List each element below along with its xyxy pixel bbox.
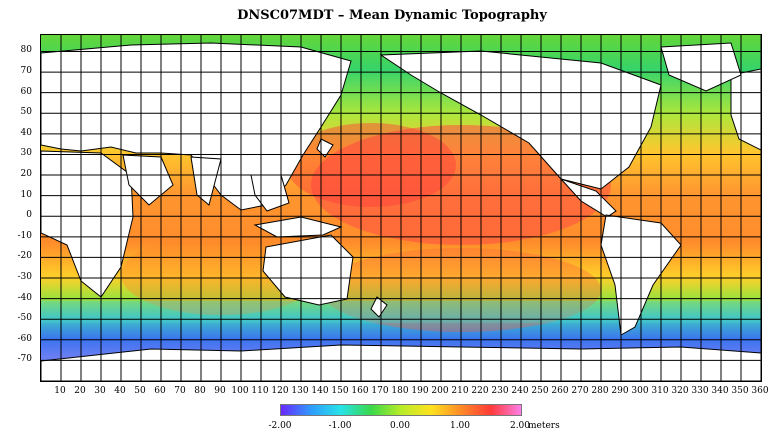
- longitude-tick-label: 30: [94, 386, 106, 396]
- map-panel[interactable]: [40, 34, 762, 382]
- colorbar-tick-label: 2.00: [509, 421, 531, 431]
- longitude-tick-label: 10: [54, 386, 66, 396]
- latitude-tick-label: -60: [17, 333, 33, 344]
- latitude-tick-label: -70: [17, 354, 33, 365]
- longitude-tick-label: 260: [551, 386, 569, 396]
- australia-landmass: [262, 234, 354, 306]
- latitude-tick-label: -10: [17, 230, 33, 241]
- longitude-tick-label: 350: [731, 386, 749, 396]
- longitude-tick-label: 150: [331, 386, 349, 396]
- longitude-tick-label: 140: [311, 386, 329, 396]
- longitude-tick-label: 70: [174, 386, 186, 396]
- longitude-tick-label: 20: [74, 386, 86, 396]
- mean-dynamic-topography-map: [41, 35, 761, 381]
- latitude-tick-label: 10: [20, 189, 32, 200]
- colorbar-tick-label: 0.00: [389, 421, 411, 431]
- central-america-landmass: [560, 178, 617, 218]
- latitude-tick-label: 80: [20, 45, 32, 56]
- lat-lon-grid: [41, 35, 761, 381]
- longitude-tick-label: 60: [154, 386, 166, 396]
- map-title: DNSC07MDT – Mean Dynamic Topography: [237, 8, 547, 23]
- latitude-tick-label: 70: [20, 66, 32, 77]
- colorbar-gradient: [280, 404, 522, 416]
- longitude-tick-label: 190: [411, 386, 429, 396]
- longitude-tick-label: 50: [134, 386, 146, 396]
- longitude-tick-label: 120: [271, 386, 289, 396]
- eurasia-landmass: [41, 42, 352, 211]
- longitude-tick-label: 210: [451, 386, 469, 396]
- latitude-tick-label: 30: [20, 148, 32, 159]
- latitude-tick-label: 0: [26, 210, 32, 221]
- longitude-tick-label: 310: [651, 386, 669, 396]
- latitude-tick-label: -40: [17, 292, 33, 303]
- longitude-tick-label: 340: [711, 386, 729, 396]
- longitude-tick-label: 300: [631, 386, 649, 396]
- latitude-tick-label: 60: [20, 86, 32, 97]
- longitude-tick-label: 290: [611, 386, 629, 396]
- longitude-tick-label: 160: [351, 386, 369, 396]
- longitude-tick-label: 130: [291, 386, 309, 396]
- longitude-tick-label: 320: [671, 386, 689, 396]
- colorbar-tick-label: -2.00: [268, 421, 292, 431]
- longitude-tick-label: 40: [114, 386, 126, 396]
- indonesia-islands: [253, 216, 343, 238]
- new-zealand-landmass: [370, 296, 388, 318]
- longitude-tick-label: 330: [691, 386, 709, 396]
- longitude-tick-label: 80: [194, 386, 206, 396]
- latitude-tick-label: -50: [17, 313, 33, 324]
- africa-landmass: [41, 150, 134, 298]
- longitude-tick-label: 220: [471, 386, 489, 396]
- longitude-tick-label: 280: [591, 386, 609, 396]
- colorbar-tick-label: -1.00: [328, 421, 352, 431]
- longitude-tick-label: 110: [251, 386, 269, 396]
- longitude-tick-label: 180: [391, 386, 409, 396]
- longitude-tick-label: 90: [214, 386, 226, 396]
- longitude-tick-label: 250: [531, 386, 549, 396]
- longitude-tick-label: 360: [751, 386, 769, 396]
- india-landmass: [190, 156, 222, 206]
- latitude-tick-label: 20: [20, 169, 32, 180]
- latitude-tick-label: 50: [20, 107, 32, 118]
- longitude-tick-label: 240: [511, 386, 529, 396]
- europe-landmass: [730, 68, 761, 151]
- longitude-tick-label: 200: [431, 386, 449, 396]
- longitude-tick-label: 100: [231, 386, 249, 396]
- colorbar-tick-label: 1.00: [449, 421, 471, 431]
- latitude-tick-label: -30: [17, 272, 33, 283]
- colorbar-units: meters: [528, 421, 560, 431]
- longitude-tick-label: 170: [371, 386, 389, 396]
- longitude-tick-label: 230: [491, 386, 509, 396]
- longitude-tick-label: 270: [571, 386, 589, 396]
- latitude-tick-label: 40: [20, 127, 32, 138]
- latitude-tick-label: -20: [17, 251, 33, 262]
